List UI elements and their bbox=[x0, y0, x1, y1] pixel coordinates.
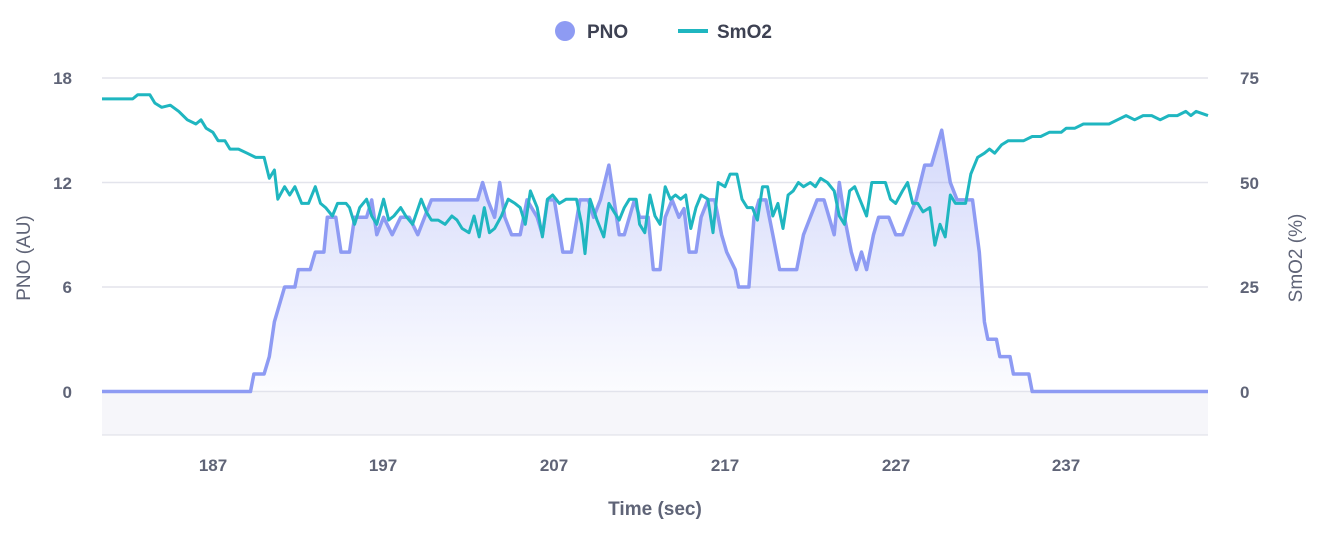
x-tick: 197 bbox=[369, 456, 397, 475]
x-tick: 227 bbox=[882, 456, 910, 475]
y-tick-left: 12 bbox=[53, 174, 72, 193]
x-axis-title: Time (sec) bbox=[608, 499, 702, 520]
x-tick: 237 bbox=[1052, 456, 1080, 475]
pno-area bbox=[102, 130, 1208, 392]
y-tick-right: 50 bbox=[1240, 174, 1259, 193]
legend-item-pno[interactable]: PNO bbox=[555, 21, 628, 43]
y-tick-right: 75 bbox=[1240, 69, 1259, 88]
x-ticks: 187 197 207 217 227 237 bbox=[199, 456, 1080, 475]
y-ticks-right: 75 50 25 0 bbox=[1240, 69, 1259, 402]
y-tick-left: 6 bbox=[63, 278, 72, 297]
y-ticks-left: 18 12 6 0 bbox=[53, 69, 72, 402]
x-tick: 217 bbox=[711, 456, 739, 475]
x-tick: 207 bbox=[540, 456, 568, 475]
y-tick-left: 18 bbox=[53, 69, 72, 88]
y-axis-title-left: PNO (AU) bbox=[14, 215, 35, 301]
legend-label-pno: PNO bbox=[587, 22, 628, 43]
y-axis-title-right: SmO2 (%) bbox=[1286, 214, 1307, 303]
legend-item-smo2[interactable]: SmO2 bbox=[678, 22, 772, 43]
smo2-series-line bbox=[102, 93, 1209, 256]
y-tick-right: 0 bbox=[1240, 383, 1249, 402]
y-tick-left: 0 bbox=[63, 383, 72, 402]
legend: PNO SmO2 bbox=[555, 21, 772, 43]
below-zero-band bbox=[102, 392, 1208, 435]
x-tick: 187 bbox=[199, 456, 227, 475]
legend-label-smo2: SmO2 bbox=[717, 22, 772, 43]
y-tick-right: 25 bbox=[1240, 278, 1259, 297]
pno-legend-marker-icon bbox=[555, 21, 575, 41]
